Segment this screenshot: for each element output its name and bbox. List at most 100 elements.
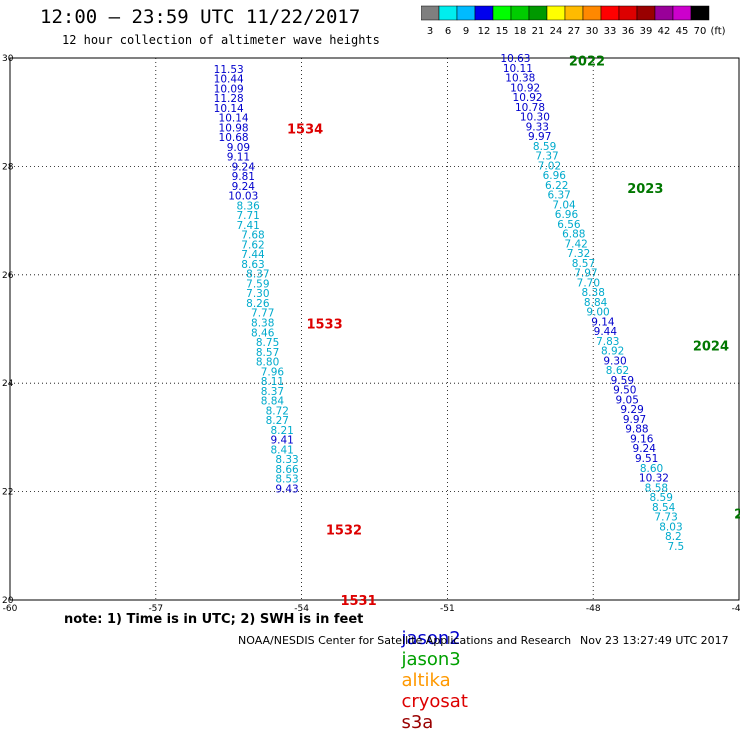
scale-label: 70 — [694, 26, 707, 36]
scale-label: 21 — [532, 26, 545, 36]
swh-value-label: 8.41 — [270, 444, 293, 456]
swh-value-label: 9.43 — [275, 483, 298, 495]
y-tick-label: 22 — [2, 488, 13, 498]
orbit-number-label: 1534 — [287, 122, 323, 137]
x-tick-label: -51 — [440, 604, 455, 614]
swh-value-label: 7.70 — [577, 277, 600, 289]
scale-swatch — [510, 5, 530, 21]
swh-value-label: 9.11 — [227, 152, 250, 164]
swh-value-label: 7.42 — [564, 238, 587, 250]
scale-swatch — [528, 5, 548, 21]
scale-label: 27 — [568, 26, 581, 36]
wave-height-color-scale: 3 6 9 12 15 18 21 24 27 30 33 36 39 42 45 70 (ft) — [421, 5, 726, 36]
swh-value-label: 9.44 — [594, 326, 618, 338]
swh-value-label: 9.09 — [227, 142, 250, 154]
swh-value-label: 8.53 — [275, 474, 298, 486]
scale-swatch — [618, 5, 638, 21]
swh-value-label: 8.2 — [665, 531, 682, 543]
swh-value-label: 6.22 — [545, 180, 568, 192]
x-tick-label: -60 — [3, 604, 18, 614]
swh-value-label: 8.37 — [261, 386, 284, 398]
scale-swatch — [690, 5, 710, 21]
swh-value-label: 9.00 — [586, 307, 609, 319]
swh-value-label: 7.44 — [241, 249, 265, 261]
swh-value-label: 9.29 — [620, 404, 643, 416]
swh-value-label: 9.24 — [633, 443, 657, 455]
y-tick-label: 30 — [2, 54, 14, 64]
orbit-number-label: 1533 — [306, 318, 342, 333]
swh-value-label: 9.14 — [591, 316, 615, 328]
wave-height-chart: -60-57-54-51-48-4520222426283011.5310.44… — [2, 53, 740, 614]
swh-value-label: 9.41 — [270, 435, 293, 447]
swh-value-label: 7.97 — [574, 268, 597, 280]
scale-swatch — [654, 5, 674, 21]
swh-value-label: 9.24 — [232, 181, 256, 193]
scale-label: 42 — [658, 26, 671, 36]
swh-value-label: 8.75 — [256, 337, 279, 349]
swh-value-label: 9.05 — [616, 394, 639, 406]
swh-value-label: 8.54 — [652, 502, 676, 514]
swh-value-label: 6.56 — [557, 219, 581, 231]
swh-value-label: 10.14 — [219, 113, 249, 125]
swh-value-label: 8.46 — [251, 327, 275, 339]
swh-value-label: 9.33 — [526, 121, 549, 133]
scale-swatch — [600, 5, 620, 21]
y-tick-label: 26 — [2, 271, 14, 281]
scale-swatch — [474, 5, 494, 21]
swh-value-label: 8.03 — [659, 521, 682, 533]
orbit-number-label: 2 — [734, 507, 740, 522]
swh-value-label: 10.92 — [510, 82, 540, 94]
scale-swatch — [492, 5, 512, 21]
swh-value-label: 7.96 — [261, 366, 285, 378]
x-tick-label: -48 — [586, 604, 601, 614]
swh-value-label: 7.62 — [241, 239, 264, 251]
swh-value-label: 8.57 — [256, 347, 279, 359]
legend-s3a: s3a — [401, 712, 434, 733]
swh-value-label: 8.80 — [256, 357, 279, 369]
swh-value-label: 8.84 — [261, 396, 285, 408]
swh-value-label: 10.38 — [505, 73, 535, 85]
scale-swatch — [582, 5, 602, 21]
scale-swatch — [546, 5, 566, 21]
swh-value-label: 8.21 — [270, 425, 293, 437]
y-tick-label: 20 — [2, 596, 14, 606]
scale-label: 39 — [640, 26, 653, 36]
scale-label: 12 — [478, 26, 491, 36]
swh-value-label: 8.33 — [275, 454, 298, 466]
swh-value-label: 7.04 — [552, 199, 576, 211]
swh-value-label: 10.98 — [219, 122, 249, 134]
swh-value-label: 10.30 — [520, 112, 550, 124]
swh-value-label: 9.97 — [623, 414, 646, 426]
orbit-number-label: 2024 — [693, 339, 729, 354]
orbit-number-label: 2022 — [569, 55, 605, 70]
x-tick-label: -45 — [732, 604, 740, 614]
swh-value-label: 9.50 — [613, 385, 636, 397]
scale-label: 45 — [676, 26, 689, 36]
swh-value-label: 6.96 — [555, 209, 579, 221]
scale-label: 33 — [604, 26, 617, 36]
swh-value-label: 7.71 — [236, 210, 259, 222]
swh-value-label: 10.44 — [214, 74, 244, 86]
swh-value-label: 6.96 — [543, 170, 567, 182]
swh-value-label: 8.62 — [606, 365, 629, 377]
swh-value-label: 8.36 — [236, 200, 260, 212]
scale-label: (ft) — [710, 26, 725, 36]
page-title: 12:00 – 23:59 UTC 11/22/2017 — [40, 6, 361, 28]
swh-value-label: 8.26 — [246, 298, 270, 310]
orbit-number-label: 1532 — [326, 524, 362, 539]
scale-label: 15 — [496, 26, 509, 36]
scale-label: 36 — [622, 26, 635, 36]
scale-label: 9 — [463, 26, 469, 36]
swh-value-label: 9.59 — [611, 375, 634, 387]
swh-value-label: 7.59 — [246, 278, 269, 290]
page-subtitle: 12 hour collection of altimeter wave hei… — [62, 33, 380, 47]
swh-value-label: 7.83 — [596, 336, 619, 348]
swh-value-label: 8.27 — [266, 415, 289, 427]
scale-label: 3 — [427, 26, 433, 36]
swh-value-label: 10.03 — [228, 191, 258, 203]
swh-value-label: 6.88 — [562, 229, 585, 241]
swh-value-label: 10.68 — [219, 132, 249, 144]
swh-value-label: 9.24 — [232, 161, 256, 173]
swh-value-label: 10.92 — [513, 92, 543, 104]
scale-swatch — [672, 5, 692, 21]
